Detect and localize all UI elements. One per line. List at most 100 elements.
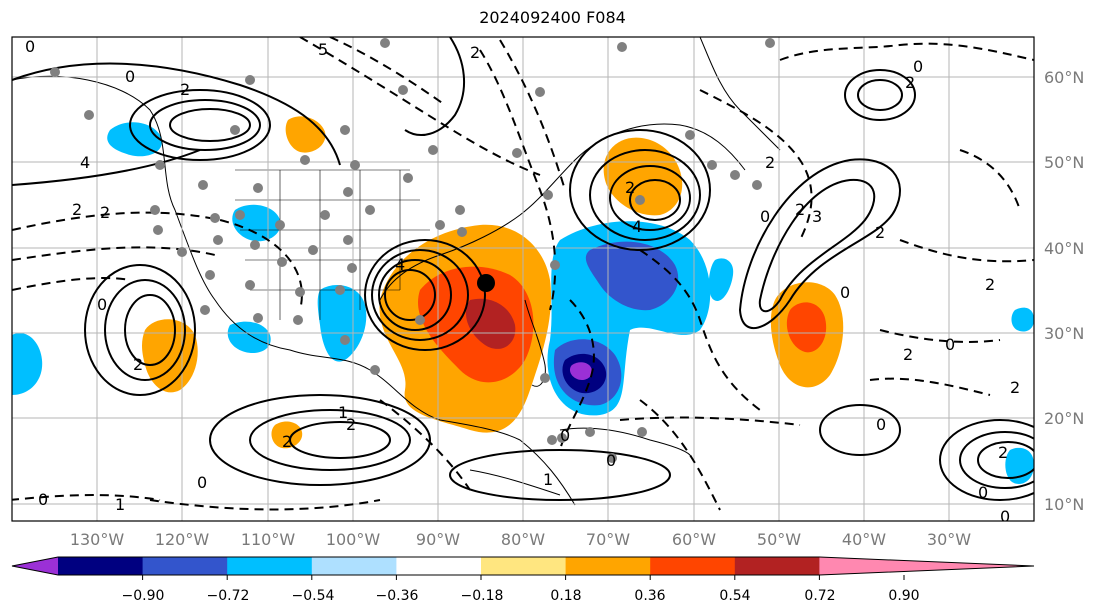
contour-label: 2	[1010, 378, 1020, 397]
lon-label: 80°W	[501, 530, 545, 549]
contour-label: 0	[606, 451, 616, 470]
colorbar-tick-label: 0.18	[550, 588, 581, 604]
colorbar-segment	[650, 557, 736, 575]
shaded-fields	[12, 116, 1034, 485]
lat-label: 50°N	[1044, 153, 1084, 172]
contour-label: 0	[1000, 507, 1010, 526]
colorbar-segment	[227, 557, 313, 575]
shade-atl-purple	[569, 362, 593, 380]
contour-label: 2	[985, 275, 995, 294]
lat-label: 30°N	[1044, 324, 1084, 343]
shade-atl-blue	[585, 241, 679, 311]
contour-label: 2	[282, 432, 292, 451]
colorbar-tick-label: 0.36	[634, 588, 665, 604]
shade-orange-small2	[271, 421, 303, 449]
colorbar-segment	[58, 557, 144, 575]
contour-label: 2	[765, 153, 775, 172]
solid-contours	[12, 37, 1034, 501]
contour-label: 2	[180, 80, 190, 99]
contour-label: 2	[346, 415, 356, 434]
lon-label: 100°W	[326, 530, 381, 549]
contour-label: 0	[560, 426, 570, 445]
colorbar-segment	[481, 557, 567, 575]
shade-blue-g	[1011, 307, 1034, 332]
contour-labels: 0 2 4 2 0 5 2 4 2 0 2 0 2 3 2 0 2 4 2 0 …	[25, 37, 1020, 526]
lat-label: 40°N	[1044, 239, 1084, 258]
contour-label: 2	[903, 345, 913, 364]
contour-label: 0	[38, 490, 48, 509]
lat-label: 20°N	[1044, 409, 1084, 428]
state-borders	[235, 169, 430, 320]
contour-label: 2	[133, 355, 143, 374]
coast-caribbean	[469, 427, 691, 496]
contour-label: 0	[197, 473, 207, 492]
lon-label: 90°W	[416, 530, 460, 549]
contour-label: 0	[978, 483, 988, 502]
contour-label: 2	[100, 203, 110, 222]
map-title: 2024092400 F084	[479, 8, 626, 27]
contour-label: 0	[840, 283, 850, 302]
colorbar-tick-label: −0.90	[122, 588, 165, 604]
contour-label: 0	[913, 57, 923, 76]
contour-label: 2	[905, 73, 915, 92]
colorbar-tick-label: 0.54	[719, 588, 750, 604]
lon-label: 70°W	[586, 530, 630, 549]
contour-label: 0	[97, 295, 107, 314]
dashed-contours	[12, 37, 1034, 511]
contour-label: 0	[125, 67, 135, 86]
shade-nfld-orange	[603, 137, 683, 216]
shade-blue-d	[227, 321, 271, 354]
lat-label: 10°N	[1044, 495, 1084, 514]
colorbar-segment	[396, 557, 482, 575]
colorbar-ticks: −0.90 −0.72 −0.54 −0.36 −0.18 0.18 0.36 …	[122, 588, 920, 604]
contour-label: 0	[25, 37, 35, 56]
coast-greenland	[699, 37, 781, 151]
colorbar-tick-label: −0.54	[292, 588, 335, 604]
contour-label: 2	[875, 223, 885, 242]
contour-label: 0	[945, 335, 955, 354]
colorbar-extend-high	[819, 557, 1034, 575]
contour-label: 0	[876, 415, 886, 434]
latitude-labels: 60°N 50°N 40°N 30°N 20°N 10°N	[1044, 68, 1084, 514]
contour-label: 2	[998, 443, 1008, 462]
shade-blue-h	[708, 258, 734, 301]
contour-label: 4	[632, 217, 642, 236]
contour-label: 1	[115, 495, 125, 514]
contour-label: 1	[543, 470, 553, 489]
contour-label: 5	[318, 40, 328, 59]
colorbar-tick-label: 0.90	[888, 588, 919, 604]
contour-label: 2	[625, 178, 635, 197]
shade-gulf-darkred	[465, 298, 516, 349]
contour-label: 4	[395, 255, 405, 274]
lon-label: 40°W	[842, 530, 886, 549]
colorbar	[11, 556, 1035, 580]
colorbar-extend-low	[12, 557, 58, 575]
contour-label: 4	[80, 153, 90, 172]
lat-label: 60°N	[1044, 68, 1084, 87]
contour-label: 2	[795, 200, 805, 219]
lon-label: 130°W	[70, 530, 125, 549]
lon-label: 120°W	[155, 530, 210, 549]
longitude-labels: 130°W 120°W 110°W 100°W 90°W 80°W 70°W 6…	[70, 530, 971, 549]
colorbar-segment	[311, 557, 397, 575]
colorbar-segment	[734, 557, 820, 575]
station-dots	[50, 38, 775, 463]
contour-label: 2	[470, 43, 480, 62]
contour-label: 2	[72, 200, 82, 219]
colorbar-tick-label: −0.36	[376, 588, 419, 604]
shade-midatl-red	[786, 302, 827, 353]
storm-center-marker	[477, 274, 495, 292]
colorbar-segment	[565, 557, 651, 575]
shade-blue-c	[317, 285, 367, 362]
contour-label: 3	[812, 207, 822, 226]
lon-label: 30°W	[927, 530, 971, 549]
lon-label: 60°W	[672, 530, 716, 549]
colorbar-outline	[11, 556, 1035, 576]
lon-label: 50°W	[757, 530, 801, 549]
colorbar-tick-label: 0.72	[804, 588, 835, 604]
shade-blue-e	[12, 332, 43, 395]
contour-label: 0	[760, 207, 770, 226]
colorbar-tick-label: −0.72	[207, 588, 250, 604]
contour-label: 1	[338, 403, 348, 422]
